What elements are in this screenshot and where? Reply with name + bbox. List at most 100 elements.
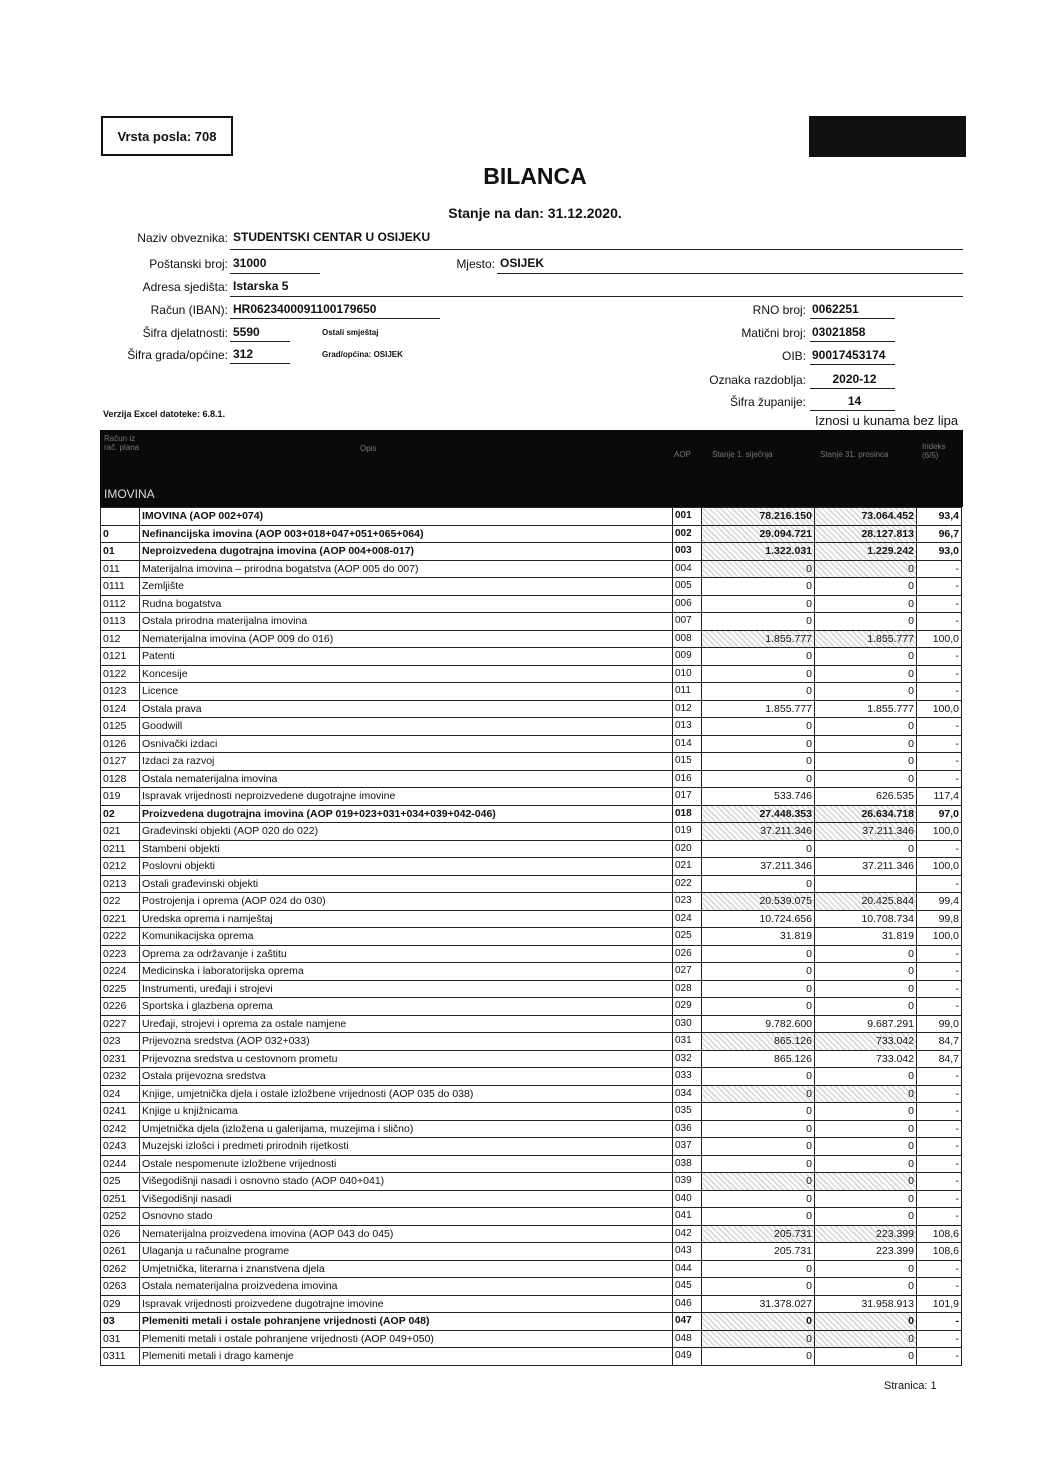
index: -: [916, 1347, 962, 1366]
account-code: 0127: [100, 752, 140, 771]
account-code: 029: [100, 1294, 140, 1313]
aop-code: 022: [672, 874, 702, 893]
aop-code: 039: [672, 1172, 702, 1191]
index: 117,4: [916, 787, 962, 806]
page-subtitle: Stanje na dan: 31.12.2020.: [448, 205, 622, 221]
index: -: [916, 1084, 962, 1103]
aop-code: 010: [672, 664, 702, 683]
description: Sportska i glazbena oprema: [139, 997, 673, 1016]
aop-code: 040: [672, 1189, 702, 1208]
djelatnost-description: Ostali smještaj: [322, 328, 379, 337]
value-dec-31: 0: [814, 769, 917, 788]
maticni-label: Matični broj:: [741, 326, 806, 340]
table-row: 0122 Koncesije 010 0 0-: [100, 664, 962, 683]
col-stanje-1: Stanje 1. siječnja: [712, 450, 773, 459]
aop-code: 011: [672, 682, 702, 701]
djelatnost-label: Šifra djelatnosti:: [142, 326, 228, 340]
value-dec-31: 0: [814, 839, 917, 858]
value-jan-1: 0: [701, 664, 815, 683]
description: Muzejski izlošci i predmeti prirodnih ri…: [139, 1137, 673, 1156]
account-code: 0262: [100, 1259, 140, 1278]
value-dec-31: 1.229.242: [814, 542, 917, 561]
aop-code: 035: [672, 1102, 702, 1121]
table-row: 0311 Plemeniti metali i drago kamenje 049 0…: [100, 1347, 962, 1366]
table-row: 01 Neproizvedena dugotrajna imovina (AOP …: [100, 542, 962, 561]
account-code: 0111: [100, 577, 140, 596]
djelatnost-value: 5590: [233, 325, 260, 339]
index: -: [916, 769, 962, 788]
account-code: 023: [100, 1032, 140, 1051]
aop-code: 015: [672, 752, 702, 771]
index: -: [916, 1329, 962, 1348]
description: Ispravak vrijednosti proizvedene dugotra…: [139, 1294, 673, 1313]
index: -: [916, 734, 962, 753]
index: 93,0: [916, 542, 962, 561]
naziv-label: Naziv obveznika:: [137, 231, 228, 245]
table-row: 023 Prijevozna sredstva (AOP 032+033) 031 8…: [100, 1032, 962, 1051]
value-dec-31: 0: [814, 1259, 917, 1278]
index: -: [916, 752, 962, 771]
oib-label: OIB:: [781, 349, 806, 363]
value-jan-1: 0: [701, 1329, 815, 1348]
value-jan-1: 0: [701, 979, 815, 998]
description: Prijevozna sredstva (AOP 032+033): [139, 1032, 673, 1051]
value-jan-1: 37.211.346: [701, 857, 815, 876]
value-jan-1: 0: [701, 874, 815, 893]
account-code: 031: [100, 1329, 140, 1348]
aop-code: 038: [672, 1154, 702, 1173]
index: -: [916, 874, 962, 893]
value-dec-31: 0: [814, 962, 917, 981]
aop-code: 024: [672, 909, 702, 928]
index: -: [916, 1172, 962, 1191]
value-dec-31: 733.042: [814, 1049, 917, 1068]
table-row: 0121 Patenti 009 0 0-: [100, 647, 962, 666]
description: Ostala prirodna materijalna imovina: [139, 612, 673, 631]
value-jan-1: 1.855.777: [701, 699, 815, 718]
account-code: 0263: [100, 1277, 140, 1296]
index: -: [916, 612, 962, 631]
value-jan-1: 1.322.031: [701, 542, 815, 561]
description: Komunikacijska oprema: [139, 927, 673, 946]
page-title: BILANCA: [483, 163, 587, 189]
razdoblje-label: Oznaka razdoblja:: [709, 373, 806, 387]
table-row: 0221 Uredska oprema i namještaj 024 10.724.…: [100, 909, 962, 928]
index: -: [916, 664, 962, 683]
account-code: 0223: [100, 944, 140, 963]
aop-code: 048: [672, 1329, 702, 1348]
index: 99,4: [916, 892, 962, 911]
aop-code: 004: [672, 559, 702, 578]
account-code: 01: [100, 542, 140, 561]
account-code: 0123: [100, 682, 140, 701]
table-row: 025 Višegodišnji nasadi i osnovno stado (…: [100, 1172, 962, 1191]
aop-code: 030: [672, 1014, 702, 1033]
value-jan-1: 0: [701, 1154, 815, 1173]
table-row: 0262 Umjetnička, literarna i znanstvena d…: [100, 1259, 962, 1278]
index: 100,0: [916, 857, 962, 876]
description: Ostala nematerijalna imovina: [139, 769, 673, 788]
razdoblje-value: 2020-12: [832, 372, 877, 386]
account-code: 021: [100, 822, 140, 841]
value-dec-31: 0: [814, 664, 917, 683]
aop-code: 001: [672, 507, 702, 526]
value-dec-31: 0: [814, 979, 917, 998]
description: Ispravak vrijednosti neproizvedene dugot…: [139, 787, 673, 806]
value-jan-1: 27.448.353: [701, 804, 815, 823]
section-heading: IMOVINA: [104, 487, 155, 501]
adresa-value: Istarska 5: [233, 279, 289, 293]
table-row: 0252 Osnovno stado 041 0 0-: [100, 1207, 962, 1226]
table-row: 019 Ispravak vrijednosti neproizvedene du…: [100, 787, 962, 806]
aop-code: 013: [672, 717, 702, 736]
description: Umjetnička, literarna i znanstvena djela: [139, 1259, 673, 1278]
description: Neproizvedena dugotrajna imovina (AOP 00…: [139, 542, 673, 561]
table-row: 0111 Zemljište 005 0 0-: [100, 577, 962, 596]
col-indeks: Indeks (6/5): [922, 442, 946, 460]
index: -: [916, 1312, 962, 1331]
aop-code: 037: [672, 1137, 702, 1156]
value-jan-1: 0: [701, 1119, 815, 1138]
account-code: 0241: [100, 1102, 140, 1121]
aop-code: 031: [672, 1032, 702, 1051]
aop-code: 033: [672, 1067, 702, 1086]
account-code: 0128: [100, 769, 140, 788]
account-code: 0124: [100, 699, 140, 718]
description: Ostala nematerijalna proizvedena imovina: [139, 1277, 673, 1296]
